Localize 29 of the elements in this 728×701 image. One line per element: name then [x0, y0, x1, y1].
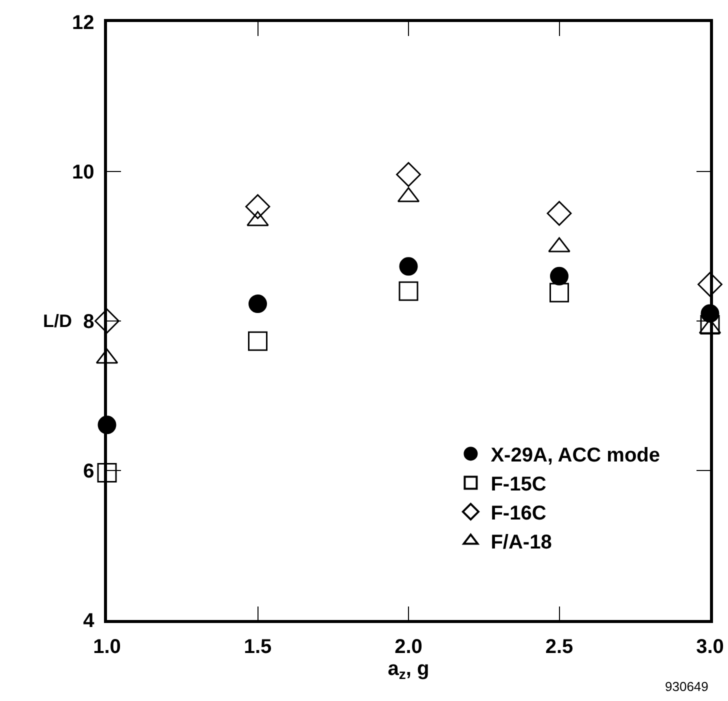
point [97, 462, 117, 482]
x-tick-label: 3.0 [696, 636, 724, 658]
point [399, 257, 418, 276]
point [94, 308, 120, 334]
y-tick-label: 12 [72, 12, 94, 34]
point [398, 281, 418, 301]
legend-label: X-29A, ACC mode [490, 444, 660, 466]
legend-label: F-15C [490, 474, 546, 496]
point [248, 294, 267, 314]
point [698, 272, 722, 297]
y-tick-label: 10 [72, 162, 94, 184]
point [245, 194, 270, 220]
y-tick-label: 6 [83, 460, 94, 482]
x-tick-label: 1.0 [93, 636, 121, 658]
x-tick-label: 2.5 [545, 636, 574, 658]
point [550, 266, 568, 286]
point [396, 162, 421, 187]
y-tick-label: 8 [83, 311, 94, 333]
point [248, 331, 268, 351]
y-tick-label: 4 [83, 610, 96, 632]
x-tick-label: 1.5 [244, 636, 272, 658]
point [546, 200, 572, 226]
point [550, 282, 569, 302]
legend-label: F/A-18 [490, 532, 552, 554]
x-tick-label: 2.0 [394, 636, 422, 658]
text: 930649 [665, 679, 708, 694]
x-axis-title: a$_{z}$, g [388, 658, 430, 682]
legend-label: F-16C [490, 502, 546, 524]
y-axis-title: L/D [43, 311, 72, 331]
